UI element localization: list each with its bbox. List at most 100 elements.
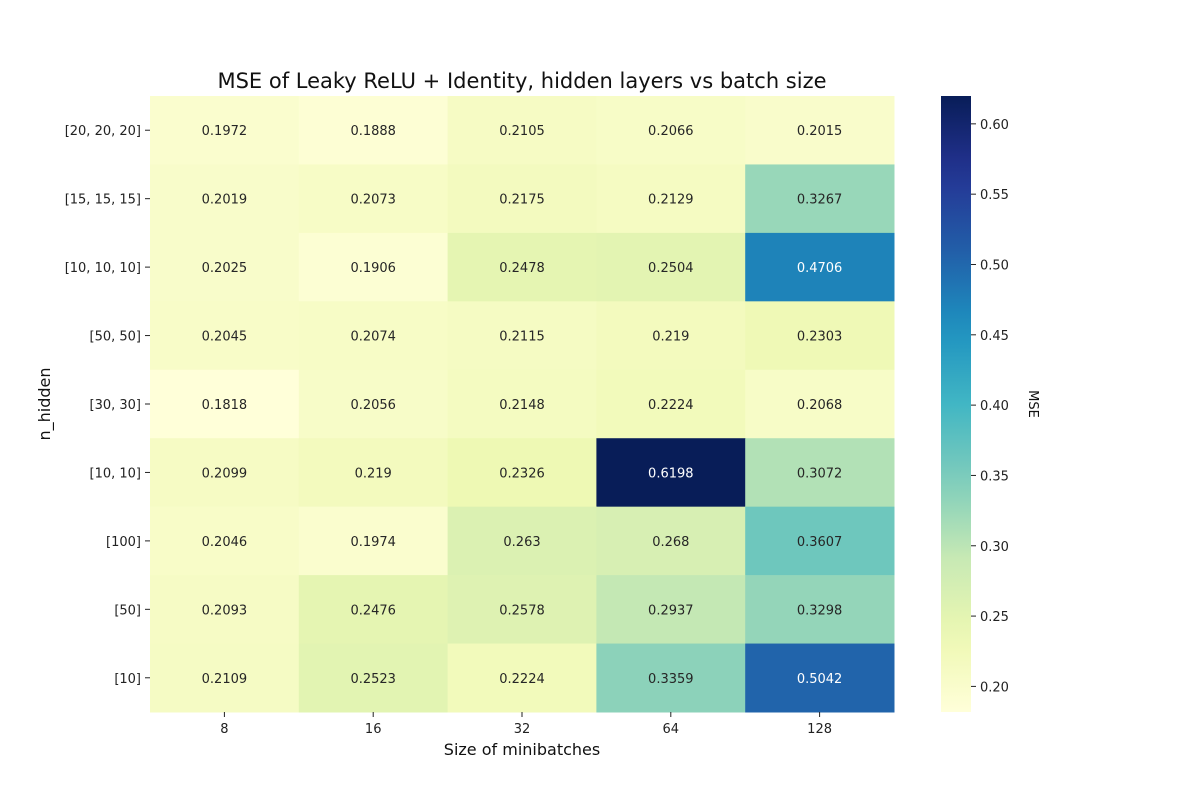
- heatmap-cell: [150, 164, 300, 234]
- heatmap-cell-labels: 0.1972 0.1888 0.2105 0.2066 0.2015 0.2019 0.20…: [202, 124, 843, 687]
- cell-value-label: 0.2019: [202, 193, 248, 208]
- heatmap-cell: [596, 232, 746, 302]
- heatmap-cell: [447, 575, 597, 645]
- heatmap-cell: [745, 164, 895, 234]
- colorbar-gradient: [941, 96, 971, 712]
- cell-value-label: 0.2148: [499, 398, 545, 413]
- cell-value-label: 0.263: [503, 535, 540, 550]
- cell-value-label: 0.2073: [350, 193, 396, 208]
- heatmap-cell: [596, 506, 746, 576]
- heatmap-cell: [596, 575, 746, 645]
- colorbar-tick-label: 0.40: [980, 399, 1009, 414]
- heatmap-cell: [745, 369, 895, 439]
- heatmap-cell: [150, 438, 300, 508]
- heatmap-cell: [745, 506, 895, 576]
- cell-value-label: 0.2099: [202, 466, 248, 481]
- y-tick-label: [15, 15, 15]: [65, 193, 141, 208]
- y-tick-label: [100]: [106, 535, 141, 550]
- colorbar-tick-label: 0.20: [980, 680, 1009, 695]
- cell-value-label: 0.3607: [797, 535, 843, 550]
- heatmap-cell: [596, 96, 746, 165]
- heatmap-cell: [596, 164, 746, 234]
- cell-value-label: 0.6198: [648, 466, 694, 481]
- heatmap-cell: [150, 506, 300, 576]
- colorbar-tick-label: 0.60: [980, 118, 1009, 133]
- heatmap-cell: [745, 96, 895, 165]
- heatmap-cell: [745, 643, 895, 713]
- colorbar-label: MSE: [1025, 390, 1040, 418]
- x-tick-label: 8: [220, 722, 228, 737]
- cell-value-label: 0.2115: [499, 330, 545, 345]
- cell-value-label: 0.2523: [350, 672, 396, 687]
- heatmap-cell: [745, 575, 895, 645]
- heatmap-cell: [745, 438, 895, 508]
- cell-value-label: 0.2504: [648, 261, 694, 276]
- cell-value-label: 0.2109: [202, 672, 248, 687]
- x-tick-label: 64: [663, 722, 680, 737]
- chart-title: MSE of Leaky ReLU + Identity, hidden lay…: [217, 69, 826, 93]
- y-tick-label: [50, 50]: [90, 330, 142, 345]
- heatmap-cell: [447, 438, 597, 508]
- heatmap-cell: [298, 301, 449, 371]
- y-axis: [20, 20, 20] [15, 15, 15] [10, 10, 10] [50,…: [65, 124, 150, 687]
- heatmap-cell: [447, 164, 597, 234]
- heatmap-cell: [298, 506, 449, 576]
- cell-value-label: 0.2066: [648, 124, 694, 139]
- colorbar-tick-label: 0.35: [980, 469, 1009, 484]
- cell-value-label: 0.2015: [797, 124, 843, 139]
- colorbar-tick-label: 0.55: [980, 188, 1009, 203]
- heatmap-cell: [150, 369, 300, 439]
- colorbar-tick-label: 0.50: [980, 258, 1009, 273]
- y-tick-label: [30, 30]: [90, 398, 142, 413]
- cell-value-label: 0.2224: [648, 398, 694, 413]
- cell-value-label: 0.2105: [499, 124, 545, 139]
- cell-value-label: 0.2937: [648, 603, 694, 618]
- cell-value-label: 0.2578: [499, 603, 545, 618]
- heatmap-cell: [447, 506, 597, 576]
- heatmap-cell: [596, 438, 746, 508]
- x-axis: 8 16 32 64 128: [220, 712, 832, 737]
- heatmap-cell: [447, 369, 597, 439]
- heatmap-cell: [447, 96, 597, 165]
- heatmap-cell: [298, 232, 449, 302]
- colorbar-tick-label: 0.45: [980, 329, 1009, 344]
- cell-value-label: 0.2093: [202, 603, 248, 618]
- heatmap-cell: [745, 301, 895, 371]
- cell-value-label: 0.4706: [797, 261, 843, 276]
- heatmap-cell: [596, 301, 746, 371]
- heatmap-cell: [447, 643, 597, 713]
- cell-value-label: 0.1972: [202, 124, 248, 139]
- cell-value-label: 0.1906: [350, 261, 396, 276]
- cell-value-label: 0.2046: [202, 535, 248, 550]
- y-tick-label: [10, 10]: [90, 466, 142, 481]
- cell-value-label: 0.1888: [350, 124, 396, 139]
- heatmap-cells: [150, 96, 895, 713]
- cell-value-label: 0.1974: [350, 535, 396, 550]
- heatmap-cell: [298, 369, 449, 439]
- heatmap-cell: [298, 438, 449, 508]
- colorbar: 0.20 0.25 0.30 0.35 0.40 0.45 0.50 0.55 0.60 MSE: [941, 96, 1040, 712]
- x-tick-label: 128: [807, 722, 832, 737]
- cell-value-label: 0.2303: [797, 330, 843, 345]
- heatmap-cell: [150, 96, 300, 165]
- y-tick-label: [10, 10, 10]: [65, 261, 141, 276]
- heatmap-cell: [298, 575, 449, 645]
- cell-value-label: 0.2129: [648, 193, 694, 208]
- colorbar-ticks: 0.20 0.25 0.30 0.35 0.40 0.45 0.50 0.55 0.60: [971, 118, 1009, 695]
- cell-value-label: 0.3072: [797, 466, 843, 481]
- cell-value-label: 0.219: [652, 330, 689, 345]
- cell-value-label: 0.219: [355, 466, 392, 481]
- x-axis-label: Size of minibatches: [444, 740, 600, 759]
- cell-value-label: 0.2175: [499, 193, 545, 208]
- cell-value-label: 0.268: [652, 535, 689, 550]
- cell-value-label: 0.2025: [202, 261, 248, 276]
- y-tick-label: [10]: [114, 672, 141, 687]
- heatmap-cell: [150, 643, 300, 713]
- x-tick-label: 16: [365, 722, 382, 737]
- cell-value-label: 0.2478: [499, 261, 545, 276]
- heatmap-cell: [596, 643, 746, 713]
- cell-value-label: 0.2476: [350, 603, 396, 618]
- cell-value-label: 0.3298: [797, 603, 843, 618]
- x-tick-label: 32: [514, 722, 531, 737]
